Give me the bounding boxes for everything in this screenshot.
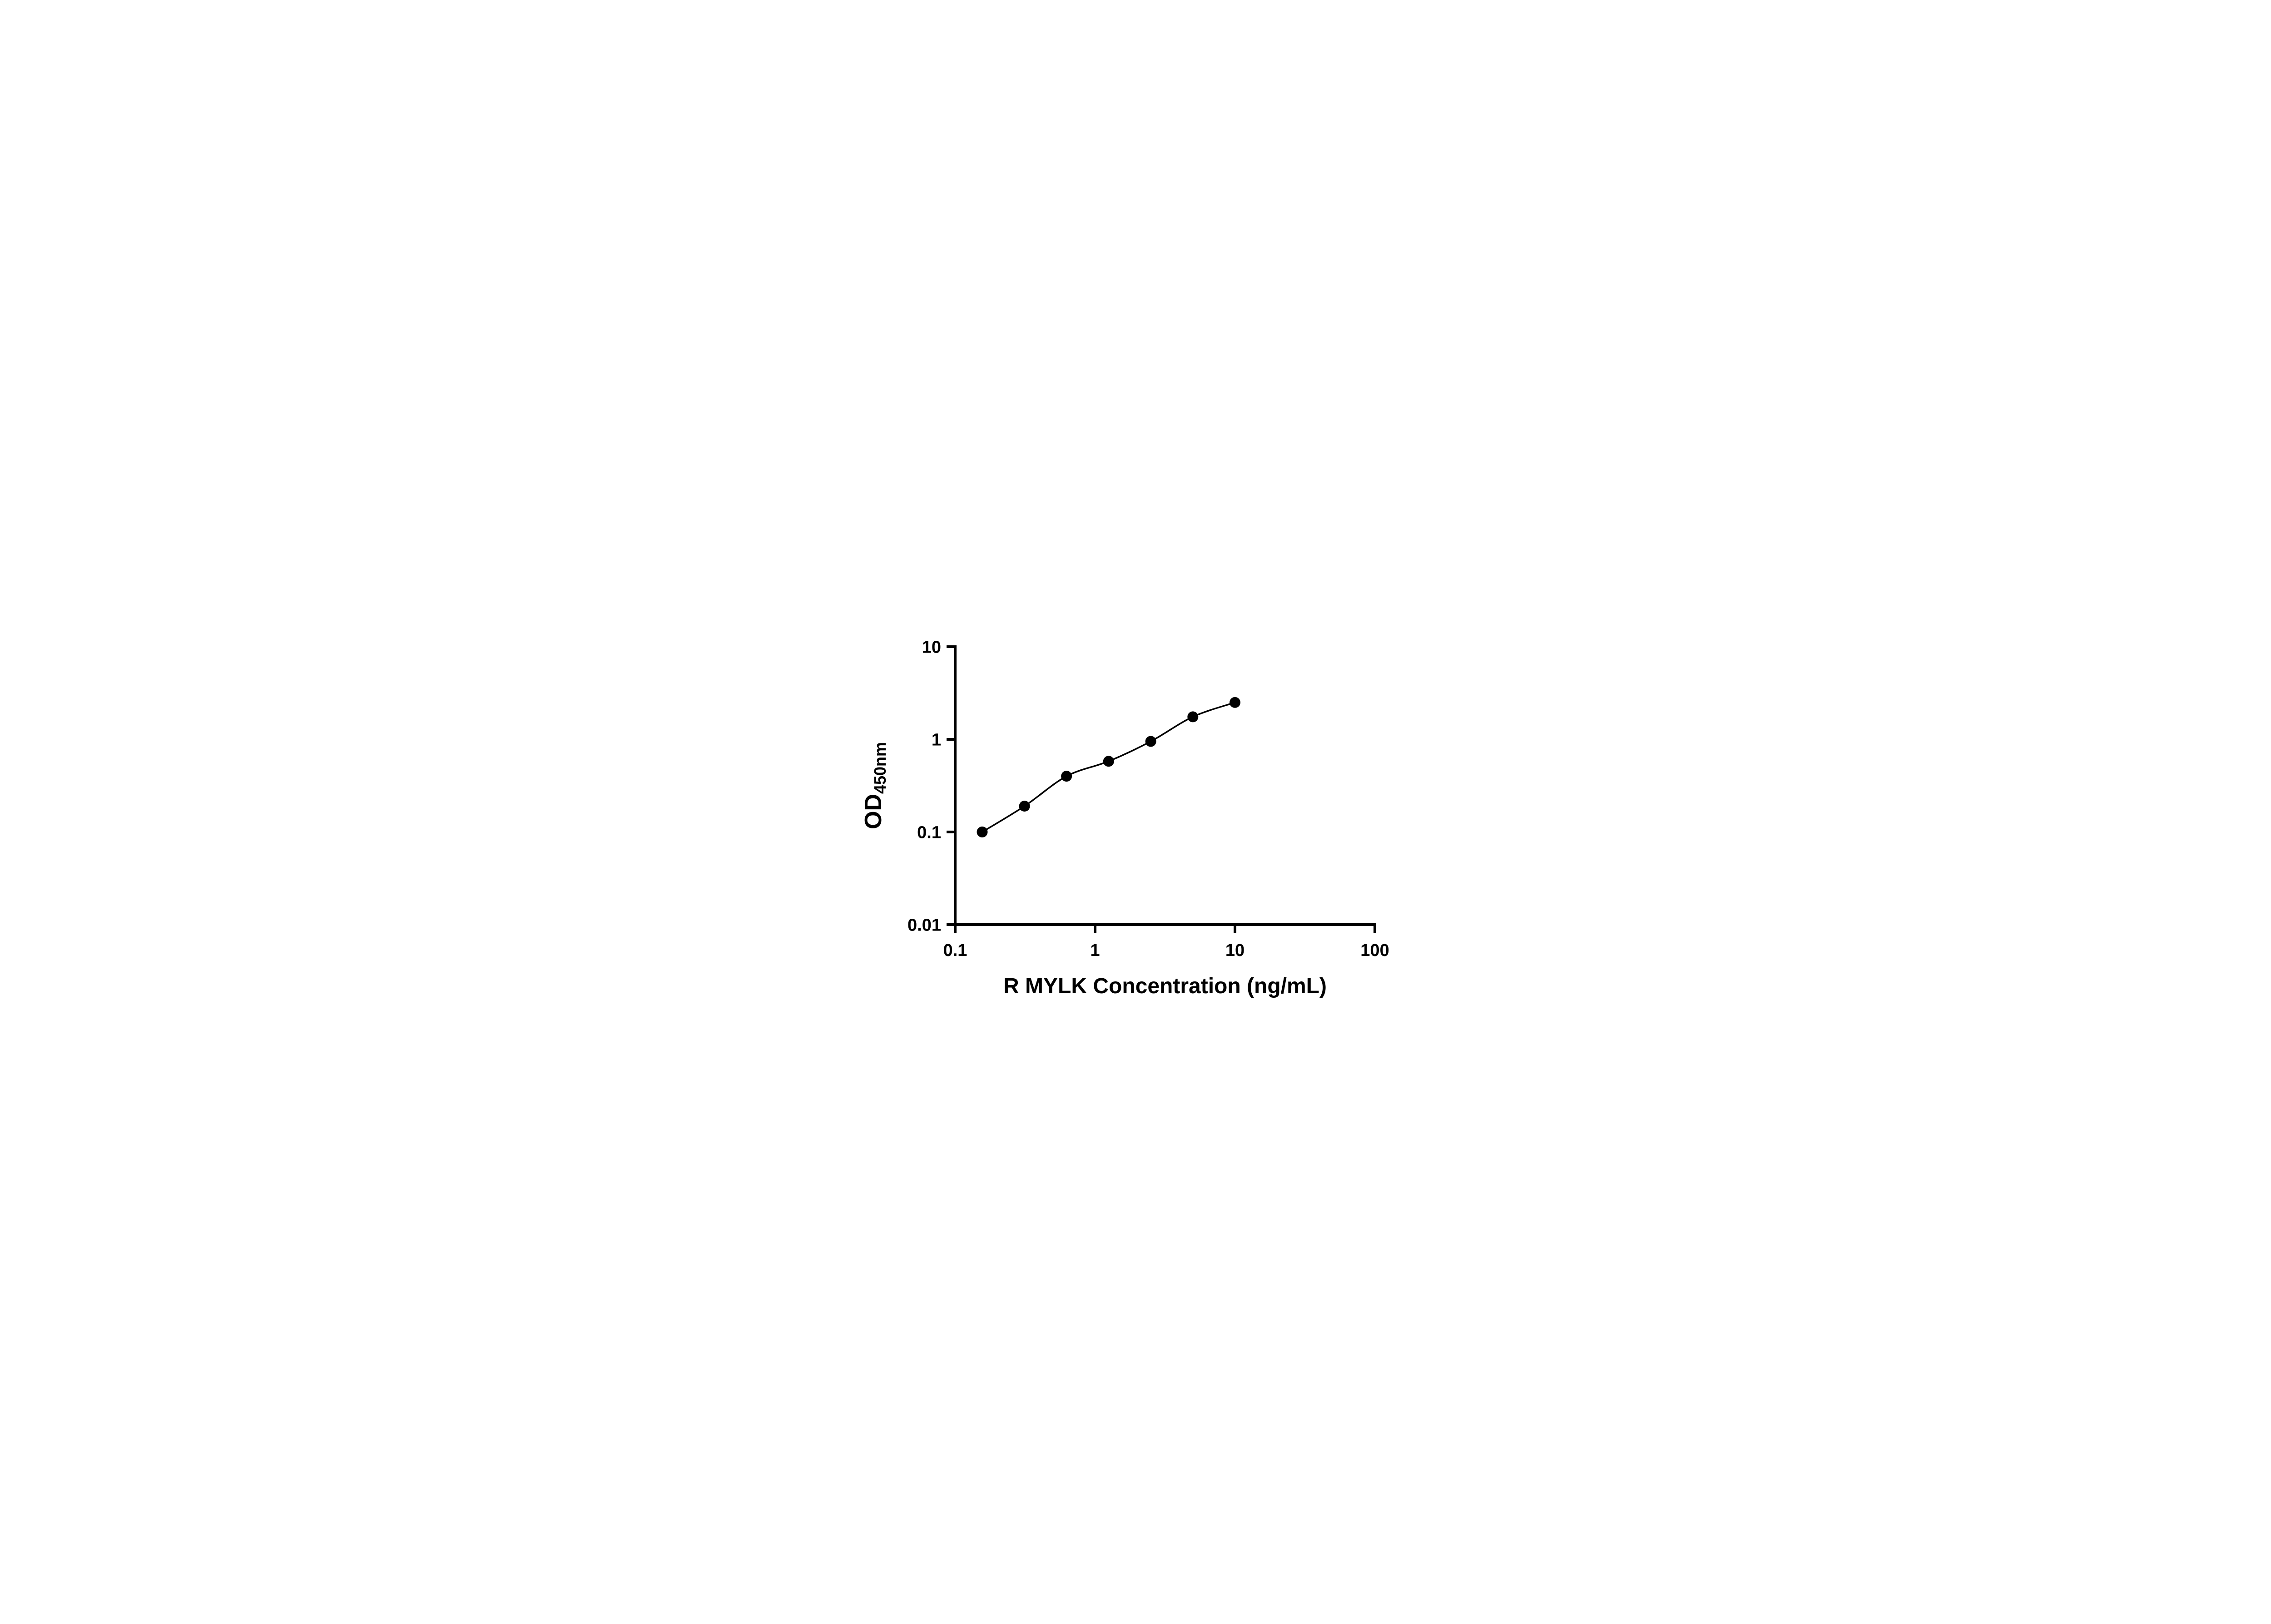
data-point bbox=[1019, 801, 1030, 812]
elisa-standard-curve-figure: 0.01 0.1 1 10 0.1 1 10 100 R MYLK Concentration… bbox=[843, 609, 1428, 1015]
y-axis-title-main: OD bbox=[860, 794, 887, 829]
data-point bbox=[1103, 756, 1114, 767]
plot-layer bbox=[977, 697, 1240, 837]
x-tick-label: 1 bbox=[1090, 941, 1100, 960]
data-point bbox=[1145, 736, 1156, 747]
axis-lines bbox=[953, 645, 1376, 926]
x-tick-label: 0.1 bbox=[943, 941, 967, 960]
data-point bbox=[1061, 771, 1072, 782]
y-tick-label: 0.01 bbox=[907, 916, 941, 935]
y-axis-title: OD450nm bbox=[860, 742, 889, 829]
y-tick-label: 10 bbox=[922, 638, 941, 657]
x-axis-title: R MYLK Concentration (ng/mL) bbox=[1003, 974, 1327, 998]
y-tick-label: 0.1 bbox=[917, 823, 941, 842]
x-tick-label: 10 bbox=[1225, 941, 1244, 960]
y-axis-title-subscript: 450nm bbox=[871, 742, 889, 794]
data-point bbox=[977, 827, 987, 837]
x-tick-label: 100 bbox=[1360, 941, 1389, 960]
y-tick-label: 1 bbox=[931, 730, 941, 749]
data-point bbox=[1229, 697, 1240, 708]
trend-line bbox=[982, 702, 1235, 833]
data-point bbox=[1187, 711, 1198, 723]
